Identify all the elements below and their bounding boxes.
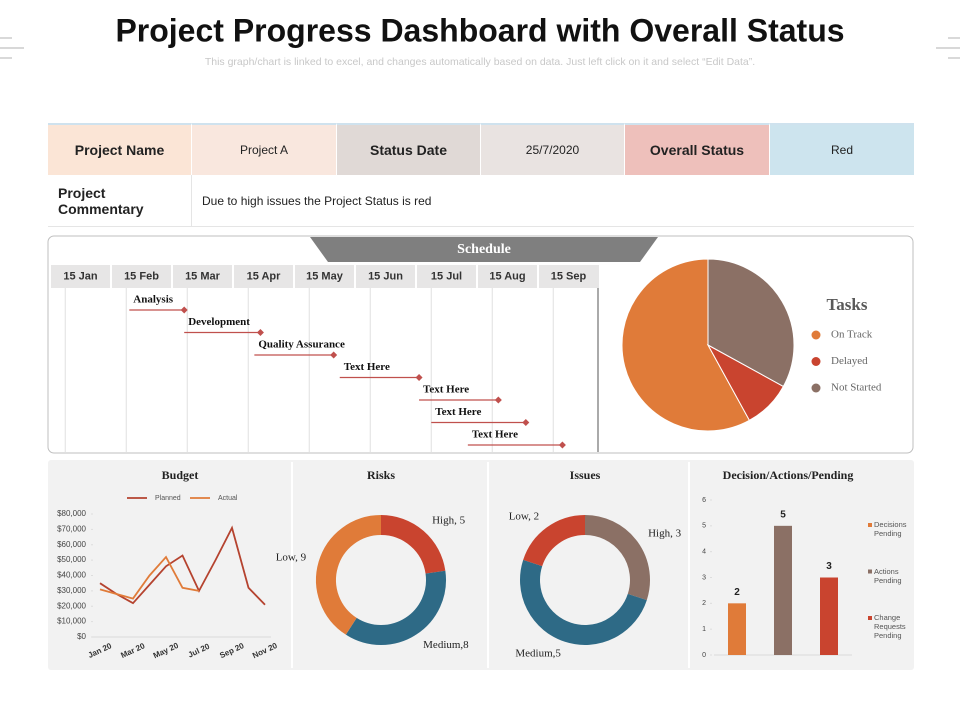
donut-slice (380, 515, 446, 575)
donut-slice (345, 570, 446, 645)
task-end (256, 329, 264, 336)
data-label: 5 (780, 509, 786, 520)
data-label: Medium,8 (423, 639, 469, 651)
data-label: Low, 2 (509, 510, 539, 522)
bar (820, 577, 838, 655)
x-tick-label: 15 Aug (489, 270, 525, 282)
legend-swatch (868, 523, 872, 527)
x-tick-label: 15 Jan (63, 270, 98, 282)
legend-label: Planned (155, 495, 181, 502)
panel-dividers (291, 462, 690, 668)
data-label: Medium,5 (515, 648, 561, 660)
y-tick-label: 2 (702, 600, 706, 607)
donut-slice (316, 515, 382, 635)
legend-label: Change Requests Pending (874, 613, 906, 640)
x-tick-label: 15 Jul (431, 270, 462, 282)
data-label: High, 3 (648, 528, 682, 540)
y-tick-label: $0 (77, 632, 86, 641)
cell: 25/7/2020 (481, 123, 625, 175)
donut-slice (520, 559, 647, 645)
y-tick-label: 5 (702, 523, 706, 530)
chart-title: Schedule (457, 242, 511, 257)
month-header (50, 265, 599, 288)
legend-label: On Track (831, 329, 873, 341)
task-end (494, 396, 502, 404)
legend-swatch (868, 616, 872, 620)
legend-label: Not Started (831, 382, 882, 394)
legend-swatch (811, 330, 821, 340)
series-line (99, 555, 200, 600)
x-tick-label: 15 Feb (124, 270, 159, 282)
data-label: 3 (826, 561, 832, 572)
y-tick-label: 6 (702, 497, 706, 504)
bar (774, 525, 792, 655)
x-tick-label: 15 Sep (551, 270, 587, 282)
bottom-panel (48, 460, 914, 670)
y-tick-label: 3 (702, 574, 706, 581)
legend-label: Delayed (831, 355, 868, 367)
legend-swatch (868, 569, 872, 574)
schedule-header (310, 237, 658, 262)
cell: Red (770, 123, 914, 175)
legend-swatch (811, 383, 821, 393)
y-tick-label: $20,000 (57, 601, 86, 610)
cell: Project Name (48, 123, 192, 175)
x-tick-label: 15 Jun (368, 270, 403, 282)
cell: Due to high issues the Project Status is… (192, 175, 914, 227)
y-tick-label: $60,000 (57, 540, 86, 549)
donut-slice (523, 515, 586, 567)
task-label: Text Here (344, 361, 390, 373)
cell: Project A (192, 123, 337, 175)
task-end (330, 351, 338, 359)
y-tick-label: 4 (702, 549, 706, 556)
task-label: Quality Assurance (258, 339, 345, 351)
legend-label: Decisions Pending (874, 520, 907, 538)
task-end (415, 374, 423, 381)
legend-label: Actions Pending (874, 566, 902, 585)
task-end (180, 306, 188, 314)
title: Project Progress Dashboard with Overall … (115, 12, 844, 48)
cell: Project Commentary (48, 175, 192, 227)
y-tick-label: $50,000 (57, 555, 86, 564)
chart-title: Risks (367, 468, 395, 482)
chart-title: Budget (162, 468, 199, 482)
task-end (522, 419, 530, 426)
legend-swatch (811, 357, 821, 366)
task-label: Text Here (435, 406, 481, 418)
cell: Status Date (337, 123, 481, 175)
y-tick-label: 0 (702, 652, 706, 659)
data-label: 2 (734, 587, 740, 598)
task-label: Text Here (472, 429, 518, 441)
task-label: Text Here (423, 384, 469, 396)
x-tick-label: 15 May (306, 270, 344, 282)
chart-title: Issues (570, 468, 601, 482)
y-tick-label: 1 (702, 626, 706, 633)
task-end (558, 441, 566, 449)
y-tick-label: $10,000 (57, 617, 86, 626)
x-tick-label: 15 Apr (247, 270, 282, 282)
y-tick-label: $40,000 (57, 571, 86, 580)
x-tick-label: 15 Mar (185, 270, 221, 282)
bar (728, 603, 746, 655)
data-label: Low, 9 (276, 552, 307, 564)
decoration (0, 37, 960, 59)
chart-title: Decision/Actions/Pending (723, 468, 854, 482)
y-tick-label: $80,000 (57, 509, 86, 518)
pie-slice (707, 258, 795, 388)
donut-slice (584, 515, 650, 601)
legend-label: Actual (218, 495, 238, 502)
y-tick-label: $70,000 (57, 524, 86, 533)
chart-title: Tasks (827, 295, 868, 314)
series-line (99, 525, 266, 606)
task-label: Development (188, 316, 250, 328)
task-label: Analysis (133, 294, 173, 306)
subtitle: This graph/chart is linked to excel, and… (205, 56, 755, 68)
cell: Overall Status (625, 123, 770, 175)
data-label: High, 5 (432, 515, 466, 527)
y-tick-label: $30,000 (57, 586, 86, 595)
pie-slice (621, 258, 751, 432)
